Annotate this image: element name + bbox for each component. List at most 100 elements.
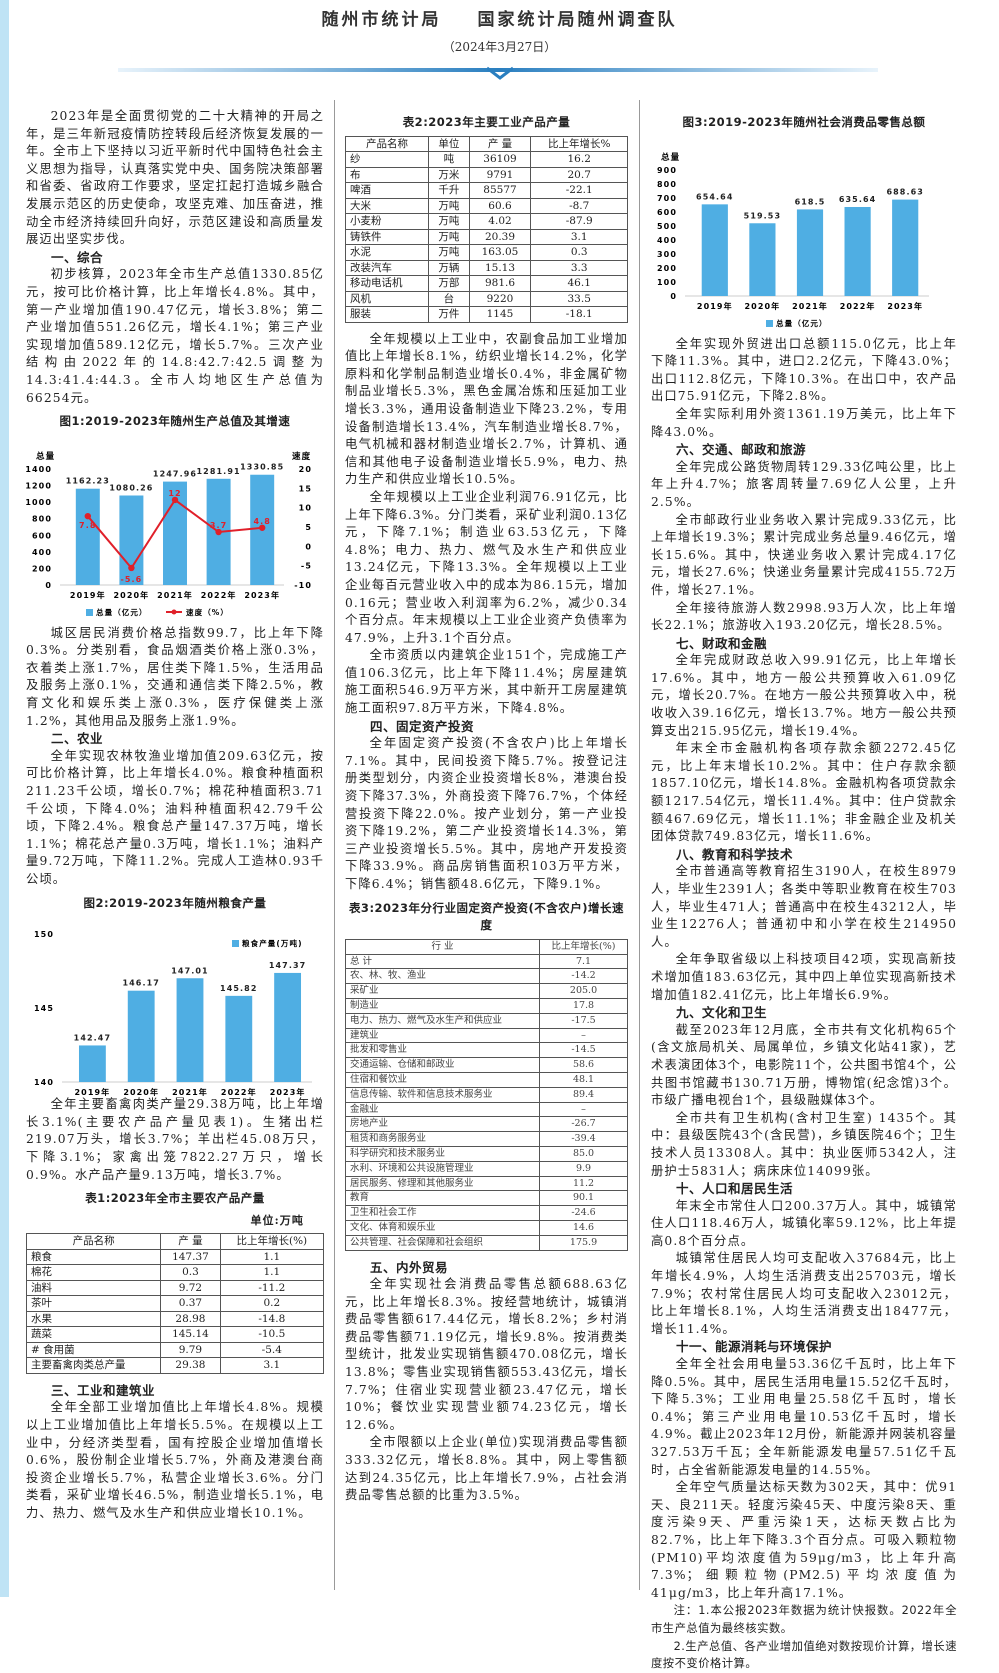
- table-cell: 7.1: [539, 953, 628, 970]
- paragraph: 全年实际利用外资1361.19万美元，比上年下降43.0%。: [651, 406, 957, 439]
- column-header: 比上年增长(%): [219, 1233, 325, 1250]
- table-cell: 水泥: [344, 244, 430, 261]
- column-header: 产 量: [468, 135, 532, 153]
- table-cell: -26.7: [539, 1116, 628, 1133]
- bar: [701, 203, 728, 296]
- legend-marker: [171, 609, 177, 615]
- y-tick-label: 600: [32, 531, 52, 540]
- growth-data-label: 3.7: [210, 521, 227, 530]
- column-header: 比上年增长(%): [539, 938, 628, 955]
- y-tick-label: 500: [657, 222, 677, 231]
- section-heading: 八、教育和科学技术: [676, 846, 794, 862]
- paragraph: 全市限额以上企业(单位)实现消费品零售额333.32亿元，增长8.8%。其中，网…: [345, 1435, 628, 1503]
- x-tick-label: 2022年: [201, 590, 237, 600]
- table-cell: 9.9: [539, 1160, 628, 1177]
- table-cell: 棉花: [25, 1264, 162, 1281]
- table-cell: 16.2: [530, 151, 628, 168]
- masthead: 随州市统计局 国家统计局随州调查队: [0, 0, 999, 30]
- bar: [176, 978, 204, 1083]
- table-cell: 居民服务、修理和其他服务业: [344, 1175, 541, 1192]
- table-row: 布万米 9791 20.7: [344, 166, 628, 184]
- table-cell: 9.72: [160, 1279, 221, 1297]
- table-cell: 万吨: [428, 213, 470, 230]
- paragraph: 全年完成公路货物周转129.33亿吨公里，比上年上升4.7%；旅客周转量7.69…: [651, 459, 957, 509]
- bar-data-label: 1281.91: [197, 466, 241, 475]
- legend-label: 粮食产量(万吨): [242, 938, 303, 948]
- y2-tick-label: 5: [305, 523, 312, 532]
- x-tick-label: 2023年: [244, 590, 280, 600]
- table-cell: 茶叶: [25, 1295, 162, 1312]
- x-tick-label: 2020年: [114, 590, 150, 600]
- table-cell: 采矿业: [344, 983, 541, 999]
- page-header: 随州市统计局 国家统计局随州调查队 （2024年3月27日）: [0, 0, 999, 82]
- paragraph: 年末全市常住人口200.37万人。其中，城镇常住人口118.46万人，城镇化率5…: [651, 1198, 957, 1248]
- table-cell: 粮食: [25, 1248, 162, 1266]
- table-unit: 单位:万吨: [250, 1213, 304, 1227]
- legend-swatch: [232, 940, 239, 948]
- bar: [119, 495, 144, 585]
- table-title: 表1:2023年全市主要农产品产量: [85, 1191, 265, 1206]
- table-cell: -24.6: [539, 1205, 628, 1221]
- table-cell: -87.9: [530, 213, 628, 230]
- y2-axis-label: 速度: [292, 451, 311, 462]
- table-row: 卫生和社会工作 -24.6: [344, 1205, 628, 1221]
- table-row: 风机台 9220 33.5: [344, 290, 628, 308]
- table-cell: 0.37: [160, 1295, 221, 1312]
- table-cell: 0.2: [219, 1295, 325, 1312]
- table-cell: 20.7: [530, 166, 628, 184]
- table-cell: 房地产业: [344, 1116, 541, 1133]
- growth-data-label: 12: [168, 489, 181, 498]
- column-3: 图3:2019-2023年随州社会消费品零售总额 0 100 200 300 400 500…: [651, 108, 957, 1673]
- column-header: 产品名称: [25, 1233, 162, 1250]
- y-tick-label: 150: [34, 930, 54, 939]
- section-heading: 七、财政和金融: [676, 635, 768, 651]
- paragraph: 全市资质以内建筑企业151个，完成施工产值106.3亿元，比上年下降11.4%；…: [345, 648, 628, 716]
- paragraph: 全年全部工业增加值比上年增长4.8%。规模以上工业增加值比上年增长5.5%。在规…: [26, 1400, 324, 1520]
- table-cell: 48.1: [539, 1071, 628, 1088]
- table-row: # 食用菌 9.79 -5.4: [25, 1341, 325, 1359]
- paragraph: 全年全社会用电量53.36亿千瓦时，比上年下降0.5%。其中，居民生活用电量15…: [651, 1357, 957, 1477]
- bar-data-label: 147.01: [171, 966, 208, 975]
- table-cell: -17.5: [539, 1012, 628, 1029]
- x-tick-label: 2020年: [745, 301, 781, 311]
- table-cell: 水果: [25, 1310, 162, 1328]
- y-tick-label: 200: [32, 564, 52, 573]
- table-cell: 交通运输、仓储和邮政业: [344, 1057, 541, 1073]
- table-row: 主要畜禽肉类总产量 29.38 3.1: [25, 1357, 325, 1374]
- table-row: 总 计 7.1: [344, 953, 628, 970]
- table-row: 房地产业 -26.7: [344, 1116, 628, 1133]
- table-row: 大米 万吨 60.6 -8.7: [344, 197, 628, 215]
- table-row: 批发和零售业 -14.5: [344, 1042, 628, 1059]
- table-row: 纱吨 36109 16.2: [344, 151, 628, 168]
- bar: [892, 199, 919, 296]
- section-heading: 二、农业: [51, 731, 104, 747]
- column-divider: [334, 100, 335, 1590]
- table-cell: 改装汽车: [344, 259, 430, 277]
- x-tick-label: 2019年: [70, 590, 106, 600]
- growth-data-label: -5.6: [120, 575, 142, 584]
- table-row: 水利、环境和公共设施管理业 9.9: [344, 1160, 628, 1177]
- table-header-row: 行 业比上年增长(%): [344, 938, 628, 955]
- footnote: 注：1.本公报2023年数据为统计快报数。2022年全市生产总值为最终核实数。: [651, 1604, 957, 1635]
- table-cell: -22.1: [530, 182, 628, 199]
- table-cell: 175.9: [539, 1234, 628, 1251]
- paragraph: 城镇常住居民人均可支配收入37684元，比上年增长4.9%，人均生活消费支出25…: [651, 1251, 957, 1336]
- growth-point: [215, 528, 222, 535]
- y-tick-label: 140: [34, 1078, 54, 1087]
- paragraph: 全年空气质量达标天数为302天，其中：优91天、良211天。轻度污染45天、中度…: [651, 1480, 957, 1600]
- chart-2: 140 145 150 142.47 2019年 146.17 2020年 147.01 202…: [34, 930, 312, 1096]
- table-row: 公共管理、社会保障和社会组织 175.9: [344, 1234, 628, 1251]
- column-header: 行 业: [344, 938, 541, 955]
- y-tick-label: 300: [657, 250, 677, 259]
- table-title: 表2:2023年主要工业产品产量: [402, 115, 571, 129]
- y-tick-label: 700: [657, 194, 677, 203]
- table-row: 水果 28.98 -14.8: [25, 1310, 325, 1328]
- table-row: 住宿和餐饮业 48.1: [344, 1071, 628, 1088]
- bar-data-label: 618.5: [795, 197, 826, 206]
- table-cell: 90.1: [539, 1190, 628, 1207]
- table-cell: 3.3: [530, 259, 628, 277]
- paragraph: 全市共有卫生机构(含村卫生室) 1435个。其中：县级医院43个(含民营)，乡镇…: [651, 1110, 957, 1178]
- legend-swatch: [766, 319, 773, 327]
- table-cell: 批发和零售业: [344, 1042, 541, 1059]
- x-tick-label: 2022年: [221, 1087, 257, 1096]
